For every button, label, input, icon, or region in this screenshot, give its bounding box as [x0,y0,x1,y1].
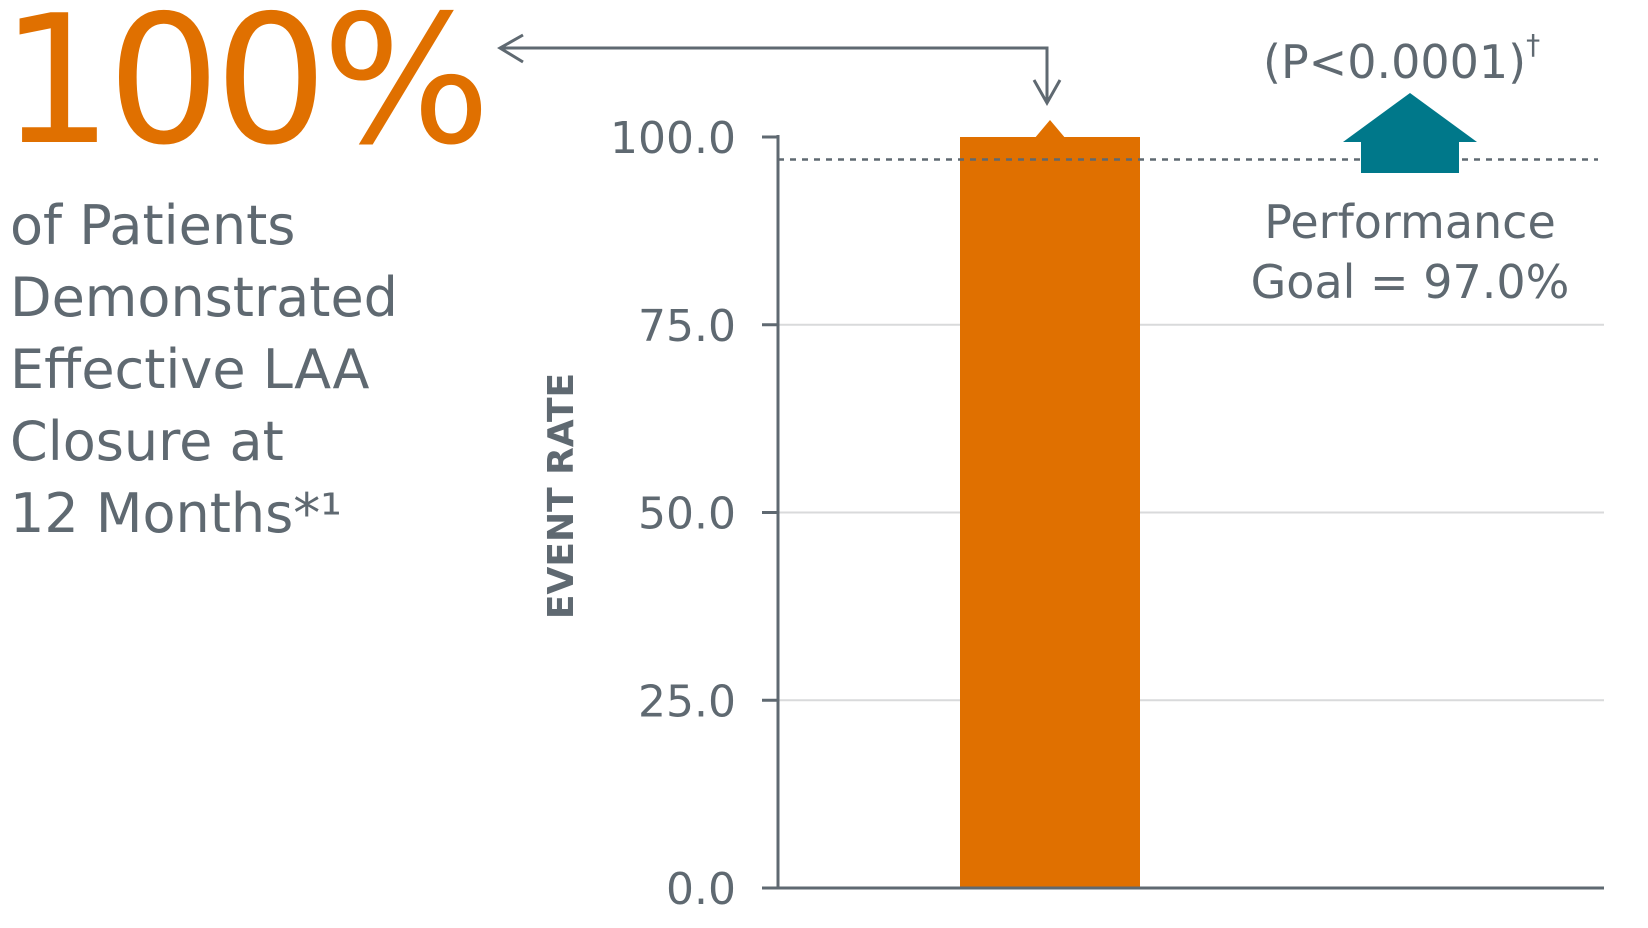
headline-line: of Patients [10,194,296,257]
y-tick-label: 50.0 [638,489,736,540]
up-arrow-icon [1343,93,1477,173]
y-axis-label: EVENT RATE [541,373,582,619]
headline-line: Demonstrated [10,266,398,329]
headline-stat: 100% [0,0,491,184]
goal-label-line1: Performance [1264,195,1556,249]
headline-line: 12 Months*¹ [10,482,342,545]
y-tick-label: 0.0 [666,864,736,915]
left-arrow-icon [497,33,524,64]
chart-labels: 0.0 25.0 50.0 75.0 100.0 EVENT RATE [541,113,736,915]
y-tick-label: 75.0 [638,301,736,352]
headline-line: Closure at [10,410,284,473]
p-value-label: (P<0.0001)† [1263,28,1540,89]
axes [762,135,1604,890]
headline-line: Effective LAA [10,338,370,401]
bar-top-marker [1034,120,1066,139]
performance-goal: Performance Goal = 97.0% (P<0.0001)† [778,28,1598,309]
y-tick-label: 25.0 [638,676,736,727]
headline-text: of Patients Demonstrated Effective LAA C… [10,190,450,550]
grid-lines [778,323,1604,702]
callout-arrow [497,33,1062,107]
callout-line [500,46,1049,100]
down-arrow-icon [1032,79,1062,107]
goal-label-line2: Goal = 97.0% [1251,255,1570,309]
y-tick-label: 100.0 [610,113,736,164]
bars [960,120,1140,888]
bar [960,137,1140,888]
p-value-sup: † [1526,28,1540,61]
